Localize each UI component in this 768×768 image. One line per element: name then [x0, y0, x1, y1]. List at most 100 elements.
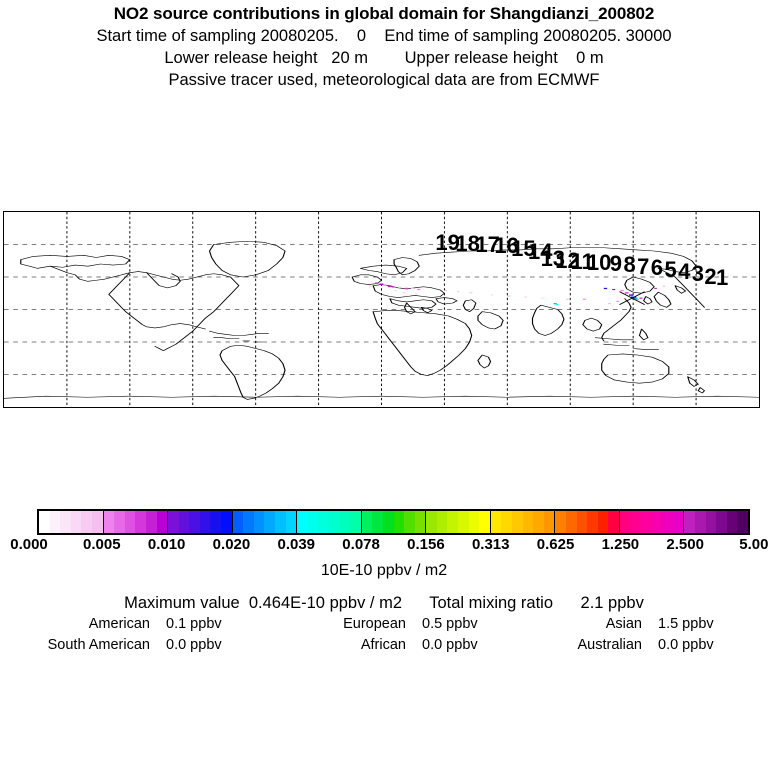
statistics-cell-value_3: 1.5 ppbv [658, 616, 714, 632]
colorbar-cell-4-0 [297, 511, 308, 533]
maximum-value-line: Maximum value 0.464E-10 ppbv / m2 Total … [124, 594, 644, 612]
colorbar-cell-2-2 [189, 511, 200, 533]
trajectory-label-7: 7 [637, 253, 650, 279]
colorbar-cell-9-4 [662, 511, 673, 533]
colorbar-tick-labels: 0.000 0.005 0.010 0.020 0.039 0.078 0.156 0.313… [0, 536, 768, 554]
trajectory-label-6: 6 [650, 255, 664, 281]
colorbar-cell-9-0 [619, 511, 631, 533]
colorbar-cell-6-0 [426, 511, 437, 533]
colorbar-cell-0-1 [49, 511, 61, 533]
colorbar-cell-10-5 [737, 511, 749, 533]
colorbar-cell-7-3 [522, 511, 534, 533]
colorbar-cell-8-4 [597, 511, 609, 533]
statistics-row: South American 0.0 ppbv African 0.0 ppbv Aus… [0, 635, 768, 656]
colorbar-cell-5-4 [404, 511, 415, 533]
colorbar-cell-8-1 [565, 511, 577, 533]
colorbar-cell-5-5 [414, 511, 426, 533]
colorbar-cell-3-1 [243, 511, 254, 533]
statistics-cell-value_2: 0.5 ppbv [422, 616, 478, 632]
trajectory-label-10: 10 [586, 249, 612, 275]
colorbar [37, 509, 750, 535]
colorbar-cell-10-4 [726, 511, 738, 533]
colorbar-cell-5-3 [393, 511, 405, 533]
colorbar-cell-9-2 [641, 511, 652, 533]
colorbar-tick-0: 0.000 [10, 536, 48, 553]
statistics-cell-value_3: 0.0 ppbv [658, 637, 714, 653]
statistics-cell-value_2: 0.0 ppbv [422, 637, 478, 653]
colorbar-cell-7-4 [533, 511, 544, 533]
colorbar-cell-4-5 [350, 511, 361, 533]
world-map-svg [4, 212, 759, 407]
colorbar-segment-6 [426, 511, 491, 533]
colorbar-cell-5-0 [361, 511, 373, 533]
trajectory-label-17: 17 [475, 231, 500, 257]
colorbar-cell-1-0 [103, 511, 115, 533]
colorbar-tick-10: 2.500 [666, 536, 704, 553]
colorbar-cell-2-4 [210, 511, 222, 533]
statistics-cell-region_3: Asian [605, 616, 642, 632]
colorbar-cell-7-0 [490, 511, 502, 533]
trajectory-label-12: 12 [555, 247, 580, 273]
release-height-line: Lower release height 20 m Upper release … [164, 49, 604, 67]
colorbar-tick-5: 0.078 [342, 536, 380, 553]
colorbar-cell-10-0 [684, 511, 696, 533]
colorbar-cell-8-2 [576, 511, 588, 533]
trajectory-label-2: 2 [704, 263, 717, 289]
colorbar-cell-2-0 [168, 511, 179, 533]
colorbar-tick-6: 0.156 [407, 536, 445, 553]
statistics-row: American 0.1 ppbv European 0.5 ppbv Asian 1.5… [0, 614, 768, 635]
colorbar-segment-10 [684, 511, 749, 533]
colorbar-cell-6-5 [479, 511, 490, 533]
colorbar-tick-11: 5.000 [739, 536, 768, 553]
colorbar-segment-4 [297, 511, 362, 533]
colorbar-cell-0-0 [39, 511, 50, 533]
colorbar-cell-4-3 [328, 511, 340, 533]
colorbar-tick-7: 0.313 [471, 536, 510, 553]
colorbar-cell-9-3 [651, 511, 663, 533]
colorbar-cell-5-1 [372, 511, 383, 533]
colorbar-cell-3-3 [264, 511, 276, 533]
map-canvas: 19 18 17 16 15 14 13 12 11 10 9 8 7 6 5 4 3 2 1 [4, 212, 759, 407]
colorbar-cell-1-5 [156, 511, 168, 533]
trajectory-label-18: 18 [455, 230, 480, 256]
trajectory-label-9: 9 [609, 250, 623, 276]
colorbar-cell-4-2 [318, 511, 329, 533]
statistics-cell-value_1: 0.0 ppbv [166, 637, 222, 653]
sampling-time-line: Start time of sampling 20080205. 0 End t… [96, 27, 672, 45]
trajectory-label-3: 3 [691, 261, 705, 287]
colorbar-cell-8-3 [587, 511, 598, 533]
trajectory-label-16: 16 [494, 233, 519, 259]
trajectory-label-15: 15 [511, 235, 536, 261]
colorbar-tick-8: 0.625 [536, 536, 575, 553]
colorbar-cell-9-1 [630, 511, 642, 533]
trajectory-label-5: 5 [664, 257, 677, 282]
colorbar-cell-6-4 [468, 511, 480, 533]
colorbar-cell-3-2 [253, 511, 265, 533]
header-block: NO2 source contributions in global domai… [0, 0, 768, 91]
colorbar-tick-2: 0.010 [147, 536, 186, 553]
statistics-cell-region_1: American [88, 616, 150, 632]
colorbar-tick-1: 0.005 [83, 536, 121, 553]
colorbar-segment-5 [361, 511, 427, 533]
colorbar-cell-2-3 [199, 511, 211, 533]
colorbar-cell-0-2 [60, 511, 71, 533]
colorbar-cell-2-5 [221, 511, 232, 533]
trajectory-label-4: 4 [678, 259, 691, 285]
colorbar-cell-7-2 [512, 511, 523, 533]
colorbar-cell-3-0 [232, 511, 244, 533]
colorbar-cell-9-5 [672, 511, 684, 533]
colorbar-cell-10-3 [716, 511, 727, 533]
colorbar-segment-2 [168, 511, 233, 533]
trajectory-label-1: 1 [715, 265, 729, 291]
colorbar-cell-1-3 [135, 511, 146, 533]
colorbar-cell-1-2 [124, 511, 136, 533]
statistics-block: Maximum value 0.464E-10 ppbv / m2 Total … [0, 592, 768, 656]
global-map-panel[interactable]: 19 18 17 16 15 14 13 12 11 10 9 8 7 6 5 4 3 2 1 [3, 211, 760, 408]
statistics-cell-region_3: Australian [577, 637, 642, 653]
receptor-site-marker [619, 291, 646, 305]
colorbar-cell-8-5 [608, 511, 619, 533]
colorbar-tick-9: 1.250 [601, 536, 640, 553]
trajectory-label-14: 14 [527, 239, 553, 265]
source-region-rows: American 0.1 ppbv European 0.5 ppbv Asian 1.5… [0, 614, 768, 656]
colorbar-segment-0 [39, 511, 104, 533]
